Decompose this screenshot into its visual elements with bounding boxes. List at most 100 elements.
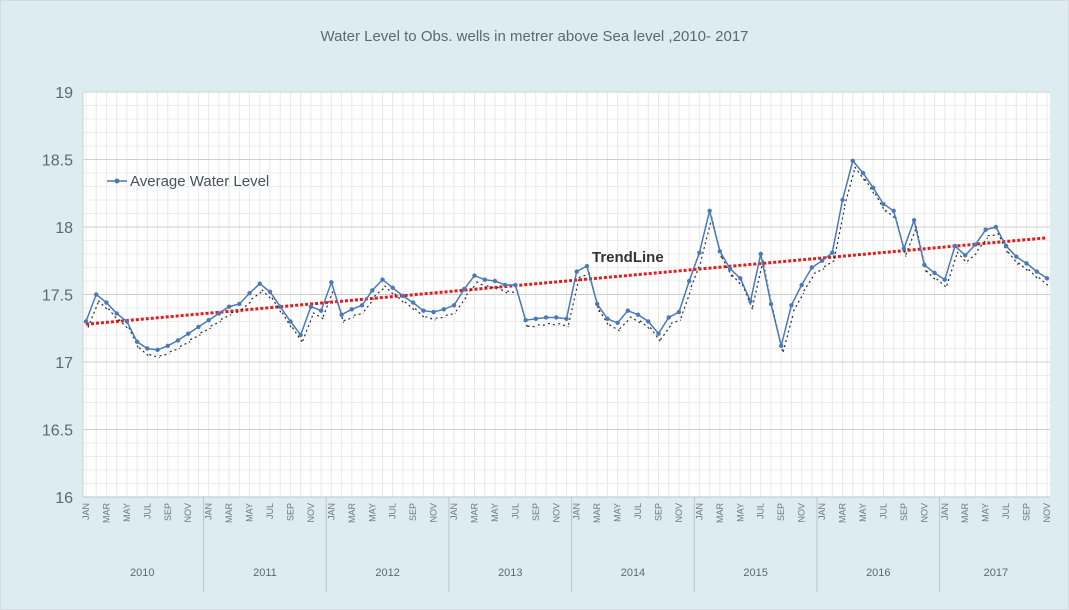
data-point — [768, 301, 774, 307]
data-point — [564, 316, 569, 321]
shadow-dash-segment — [118, 318, 130, 330]
y-tick-label: 18.5 — [42, 153, 73, 170]
data-point — [1044, 276, 1050, 281]
shadow-dash-segment — [251, 291, 263, 300]
data-point — [922, 262, 927, 267]
data-point — [186, 331, 191, 336]
data-point — [380, 277, 385, 282]
shadow-dash-segment — [240, 300, 252, 311]
data-point — [1034, 269, 1039, 274]
shadow-dash-segment — [680, 288, 692, 319]
y-tick-label: 16 — [55, 490, 73, 507]
data-point — [134, 339, 140, 344]
data-point — [165, 343, 170, 348]
x-month-label: NOV — [919, 503, 929, 523]
x-month-label: NOV — [183, 503, 193, 523]
x-month-label: JAN — [326, 503, 336, 520]
shadow-dash-segment — [231, 311, 242, 314]
data-point — [513, 282, 518, 288]
data-point — [1003, 243, 1009, 249]
data-point — [410, 300, 416, 305]
data-point — [697, 250, 702, 255]
data-point — [257, 281, 262, 286]
shadow-dash-segment — [864, 178, 876, 197]
x-month-label: JAN — [449, 503, 459, 520]
shadow-dash-segment — [925, 270, 937, 282]
data-point — [727, 266, 733, 272]
x-month-label: JUL — [142, 503, 152, 519]
data-point — [871, 185, 876, 191]
shadow-dash-segment — [874, 193, 886, 213]
shadow-dash-segment — [486, 285, 498, 290]
data-point — [196, 324, 201, 330]
x-year-label: 2013 — [498, 567, 522, 579]
x-month-label: JUL — [510, 503, 520, 519]
data-point — [359, 303, 365, 308]
shadow-dash-segment — [435, 316, 446, 319]
data-point — [666, 315, 671, 320]
data-point — [789, 303, 794, 308]
x-year-label: 2014 — [621, 567, 645, 579]
data-point — [605, 316, 610, 321]
x-month-label: MAR — [101, 503, 111, 524]
x-month-label: JUL — [756, 503, 766, 519]
data-point — [502, 282, 508, 288]
shadow-dash-segment — [353, 312, 365, 316]
data-point — [707, 208, 712, 213]
x-month-label: NOV — [551, 503, 561, 523]
data-point — [554, 315, 559, 320]
x-month-label: JAN — [817, 503, 827, 520]
data-point — [778, 343, 784, 348]
data-point — [543, 315, 549, 320]
shadow-dash-segment — [813, 268, 825, 275]
data-point — [973, 242, 978, 247]
data-point — [308, 304, 314, 309]
shadow-dash-segment — [414, 308, 426, 320]
x-month-label: MAY — [490, 503, 500, 522]
shadow-dash-segment — [1038, 277, 1050, 287]
shadow-dash-segment — [425, 316, 436, 321]
shadow-dash-segment — [312, 312, 324, 320]
shadow-dash-segment — [210, 320, 222, 327]
y-tick-label: 18 — [55, 220, 73, 237]
data-point — [155, 347, 160, 353]
x-month-label: SEP — [899, 503, 909, 521]
x-month-label: SEP — [408, 503, 418, 521]
x-year-label: 2015 — [743, 567, 767, 579]
shadow-dash-segment — [271, 297, 283, 315]
x-month-label: NOV — [1042, 503, 1052, 523]
shadow-dash-segment — [1017, 262, 1029, 272]
data-point — [349, 307, 355, 312]
data-point — [94, 292, 99, 297]
x-month-label: MAY — [613, 503, 623, 522]
data-point — [850, 158, 855, 164]
shadow-dash-segment — [792, 292, 805, 312]
data-point — [901, 246, 907, 251]
data-point — [216, 311, 222, 316]
x-month-label: MAY — [735, 503, 745, 522]
data-point — [145, 346, 150, 351]
shadow-dash-segment — [885, 209, 897, 220]
data-point — [482, 277, 487, 282]
y-tick-label: 17 — [55, 355, 73, 372]
x-month-label: MAR — [838, 503, 848, 524]
x-month-label: JAN — [694, 503, 704, 520]
shadow-dash-segment — [384, 285, 396, 297]
data-point — [278, 304, 283, 309]
data-point — [809, 265, 815, 270]
data-point — [738, 276, 743, 281]
x-month-label: SEP — [776, 503, 786, 521]
shadow-dash-segment — [721, 257, 733, 278]
data-point — [840, 197, 845, 203]
data-point — [942, 277, 947, 282]
data-point — [748, 299, 753, 304]
data-point — [247, 290, 252, 296]
shadow-dash-segment — [833, 207, 846, 259]
data-point — [932, 270, 937, 276]
data-point — [492, 278, 498, 284]
shadow-dash-segment — [507, 290, 518, 294]
data-point — [1014, 254, 1019, 259]
x-month-label: JAN — [204, 503, 214, 520]
shadow-dash-segment — [373, 287, 385, 297]
